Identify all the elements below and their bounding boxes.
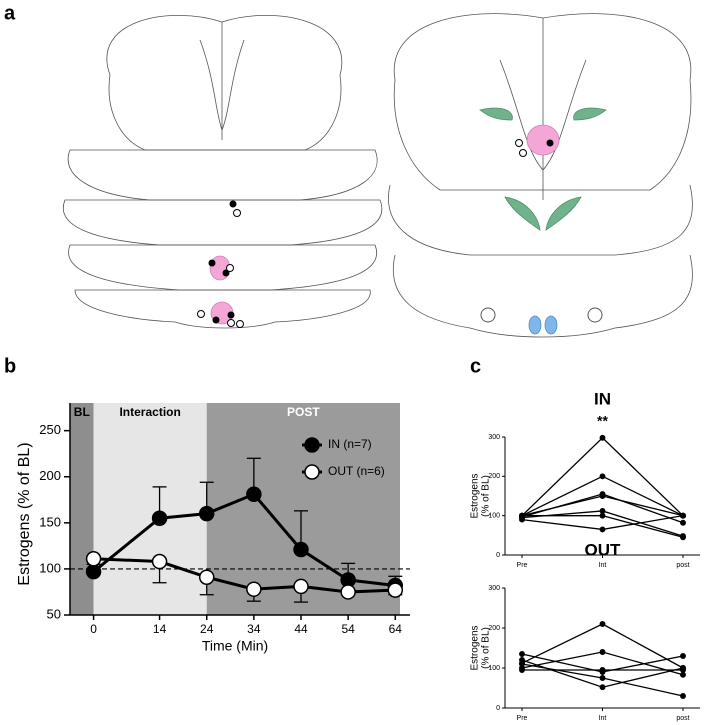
annotation: ** [597, 413, 608, 429]
marker [680, 653, 686, 659]
y-tick-label: 50 [47, 606, 61, 621]
marker [387, 582, 404, 598]
x-tick-label: 0 [90, 622, 97, 636]
marker [680, 534, 686, 541]
marker [599, 512, 606, 519]
legend-label: OUT (n=6) [328, 464, 385, 478]
marker [151, 510, 168, 526]
marker [246, 581, 262, 597]
y-tick-label: 100 [39, 560, 61, 575]
x-tick-label: 24 [200, 622, 214, 636]
marker [599, 649, 606, 655]
y-axis-label: Estrogens [470, 625, 481, 670]
y-axis-label: (% of BL) [481, 475, 492, 517]
x-tick-label: post [676, 562, 689, 569]
marker [599, 675, 606, 681]
brain-atlas-right [388, 13, 693, 338]
y-tick-label: 150 [39, 514, 61, 529]
marker [519, 667, 525, 673]
marker [85, 563, 102, 580]
y-axis-label: Estrogens [470, 473, 481, 518]
brain-atlas-left [63, 15, 383, 329]
panel-label: c [470, 355, 481, 377]
marker [599, 667, 606, 673]
marker [246, 486, 262, 503]
x-tick-label: 34 [247, 622, 261, 636]
x-tick-label: Pre [517, 562, 528, 569]
marker [680, 512, 686, 519]
y-tick-label: 300 [488, 434, 500, 441]
marker [599, 493, 606, 499]
marker [680, 665, 686, 671]
x-tick-label: 54 [341, 622, 355, 636]
marker [599, 526, 606, 533]
marker [340, 584, 356, 600]
x-tick-label: 64 [389, 622, 403, 636]
marker [198, 569, 215, 585]
y-tick-label: 200 [39, 468, 61, 483]
y-tick-label: 300 [488, 585, 500, 592]
region [93, 403, 207, 615]
y-tick-label: 0 [496, 552, 500, 559]
x-tick-label: Int [599, 715, 607, 722]
y-axis-label: Estrogens (% of BL) [16, 442, 33, 585]
y-tick-label: 0 [496, 705, 500, 712]
y-tick-label: 250 [39, 422, 61, 437]
x-tick-label: 14 [153, 622, 167, 636]
marker [519, 516, 525, 523]
marker [680, 693, 686, 699]
chart-title: OUT [585, 540, 622, 559]
y-tick-label: 100 [488, 513, 500, 520]
marker [599, 434, 606, 441]
x-tick-label: Pre [517, 715, 528, 722]
marker [519, 651, 525, 657]
y-axis-label: (% of BL) [481, 627, 492, 669]
region-label: POST [287, 405, 320, 419]
charts: BL Interaction POST 0 14 24 34 44 54 64 Time (Min)… [16, 389, 700, 722]
legend-marker [304, 437, 320, 453]
series-line [522, 515, 684, 538]
legend-marker [304, 464, 320, 480]
marker [599, 473, 606, 480]
panel-label: b [4, 355, 16, 377]
marker [680, 519, 686, 526]
marker [293, 578, 309, 595]
marker [151, 553, 168, 570]
panel-label: a [4, 2, 16, 24]
y-tick-label: 100 [488, 665, 500, 672]
marker [198, 505, 215, 522]
x-axis-label: Time (Min) [202, 638, 268, 654]
x-tick-label: 44 [294, 622, 308, 636]
marker [293, 541, 309, 558]
x-tick-label: post [676, 715, 689, 722]
marker [599, 621, 606, 627]
x-tick-label: Int [599, 562, 607, 569]
marker [599, 684, 606, 691]
y-tick-label: 200 [488, 625, 500, 632]
chart-title: IN [594, 389, 611, 408]
marker [599, 507, 606, 514]
legend-label: IN (n=7) [328, 437, 372, 451]
marker [519, 661, 525, 667]
region-label: Interaction [119, 405, 180, 419]
marker [85, 551, 102, 567]
region-label: BL [74, 405, 90, 419]
region [70, 403, 94, 615]
y-tick-label: 200 [488, 473, 500, 480]
marker [680, 671, 686, 678]
